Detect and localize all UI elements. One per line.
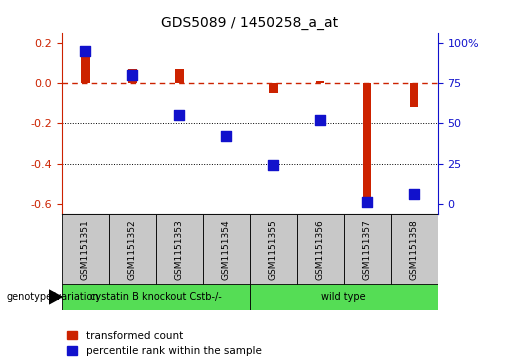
FancyBboxPatch shape: [62, 214, 109, 285]
Text: GSM1151354: GSM1151354: [222, 219, 231, 280]
Text: wild type: wild type: [321, 292, 366, 302]
Text: GSM1151353: GSM1151353: [175, 219, 184, 280]
Text: GSM1151356: GSM1151356: [316, 219, 325, 280]
Bar: [81, 47, 90, 83]
Text: GSM1151352: GSM1151352: [128, 219, 137, 280]
Bar: [316, 81, 324, 83]
Polygon shape: [49, 290, 62, 304]
Text: GSM1151357: GSM1151357: [363, 219, 372, 280]
FancyBboxPatch shape: [391, 214, 438, 285]
FancyBboxPatch shape: [344, 214, 391, 285]
Point: [81, 48, 90, 54]
Bar: [363, 83, 371, 200]
FancyBboxPatch shape: [62, 284, 250, 310]
Bar: [410, 83, 419, 107]
Point: [316, 117, 324, 123]
FancyBboxPatch shape: [250, 284, 438, 310]
FancyBboxPatch shape: [250, 214, 297, 285]
Title: GDS5089 / 1450258_a_at: GDS5089 / 1450258_a_at: [161, 16, 338, 30]
FancyBboxPatch shape: [156, 214, 203, 285]
FancyBboxPatch shape: [109, 214, 156, 285]
Legend: transformed count, percentile rank within the sample: transformed count, percentile rank withi…: [67, 331, 262, 356]
Bar: [269, 83, 278, 93]
Point: [128, 72, 136, 78]
Text: cystatin B knockout Cstb-/-: cystatin B knockout Cstb-/-: [90, 292, 221, 302]
Text: GSM1151351: GSM1151351: [81, 219, 90, 280]
Text: GSM1151358: GSM1151358: [410, 219, 419, 280]
Point: [175, 113, 183, 118]
Point: [222, 134, 230, 139]
Text: GSM1151355: GSM1151355: [269, 219, 278, 280]
Point: [410, 192, 418, 197]
Point: [269, 163, 278, 168]
Point: [363, 200, 371, 205]
FancyBboxPatch shape: [297, 214, 344, 285]
FancyBboxPatch shape: [203, 214, 250, 285]
Bar: [175, 69, 183, 83]
Text: genotype/variation: genotype/variation: [6, 292, 99, 302]
Bar: [128, 69, 136, 83]
